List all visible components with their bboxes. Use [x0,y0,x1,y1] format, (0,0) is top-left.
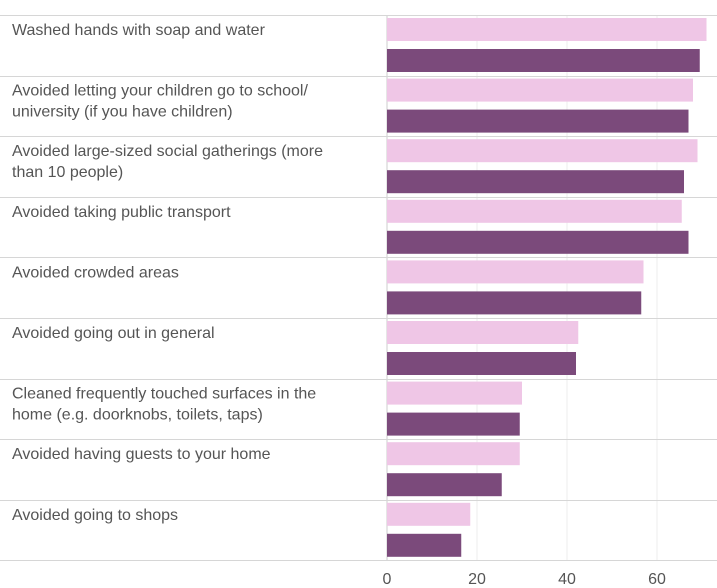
x-tick-label-0: 0 [383,571,392,588]
category-label-4: Avoided taking public transport [12,204,231,221]
bar-series2-row7 [387,412,520,436]
bar-series1-row6 [387,321,579,344]
bar-series2-row2 [387,109,689,133]
bar-series2-row3 [387,170,684,194]
category-label-1: Washed hands with soap and water [12,22,266,39]
bar-series2-row1 [387,49,700,72]
category-label-7: Cleaned frequently touched surfaces in t… [12,386,316,424]
bar-series1-row8 [387,442,520,466]
bar-series2-row6 [387,352,576,375]
x-tick-labels: 0 20 40 60 [383,571,666,588]
bar-series1-row2 [387,78,693,102]
grid-lines [386,15,658,561]
category-label-8: Avoided having guests to your home [12,446,271,463]
bar-series2-row4 [387,230,689,254]
category-label-2: Avoided letting your children go to scho… [12,83,308,121]
category-label-5: Avoided crowded areas [12,264,179,281]
bar-series1-row7 [387,381,522,405]
bar-series1-row9 [387,502,471,526]
bar-series1-row4 [387,199,682,223]
bars [387,18,707,557]
bar-series2-row8 [387,473,502,497]
category-label-6: Avoided going out in general [12,325,215,342]
category-labels: Washed hands with soap and water Avoided … [12,22,323,524]
bar-series2-row5 [387,291,642,315]
bar-series1-row3 [387,139,698,163]
bar-series1-row5 [387,260,644,284]
category-label-3: Avoided large-sized social gatherings (m… [12,143,323,181]
category-separators [0,15,717,561]
x-tick-label-20: 20 [468,571,486,588]
bar-series2-row9 [387,533,462,557]
category-label-9: Avoided going to shops [12,507,178,524]
x-tick-label-60: 60 [648,571,666,588]
x-tick-label-40: 40 [558,571,576,588]
bar-series1-row1 [387,18,707,41]
